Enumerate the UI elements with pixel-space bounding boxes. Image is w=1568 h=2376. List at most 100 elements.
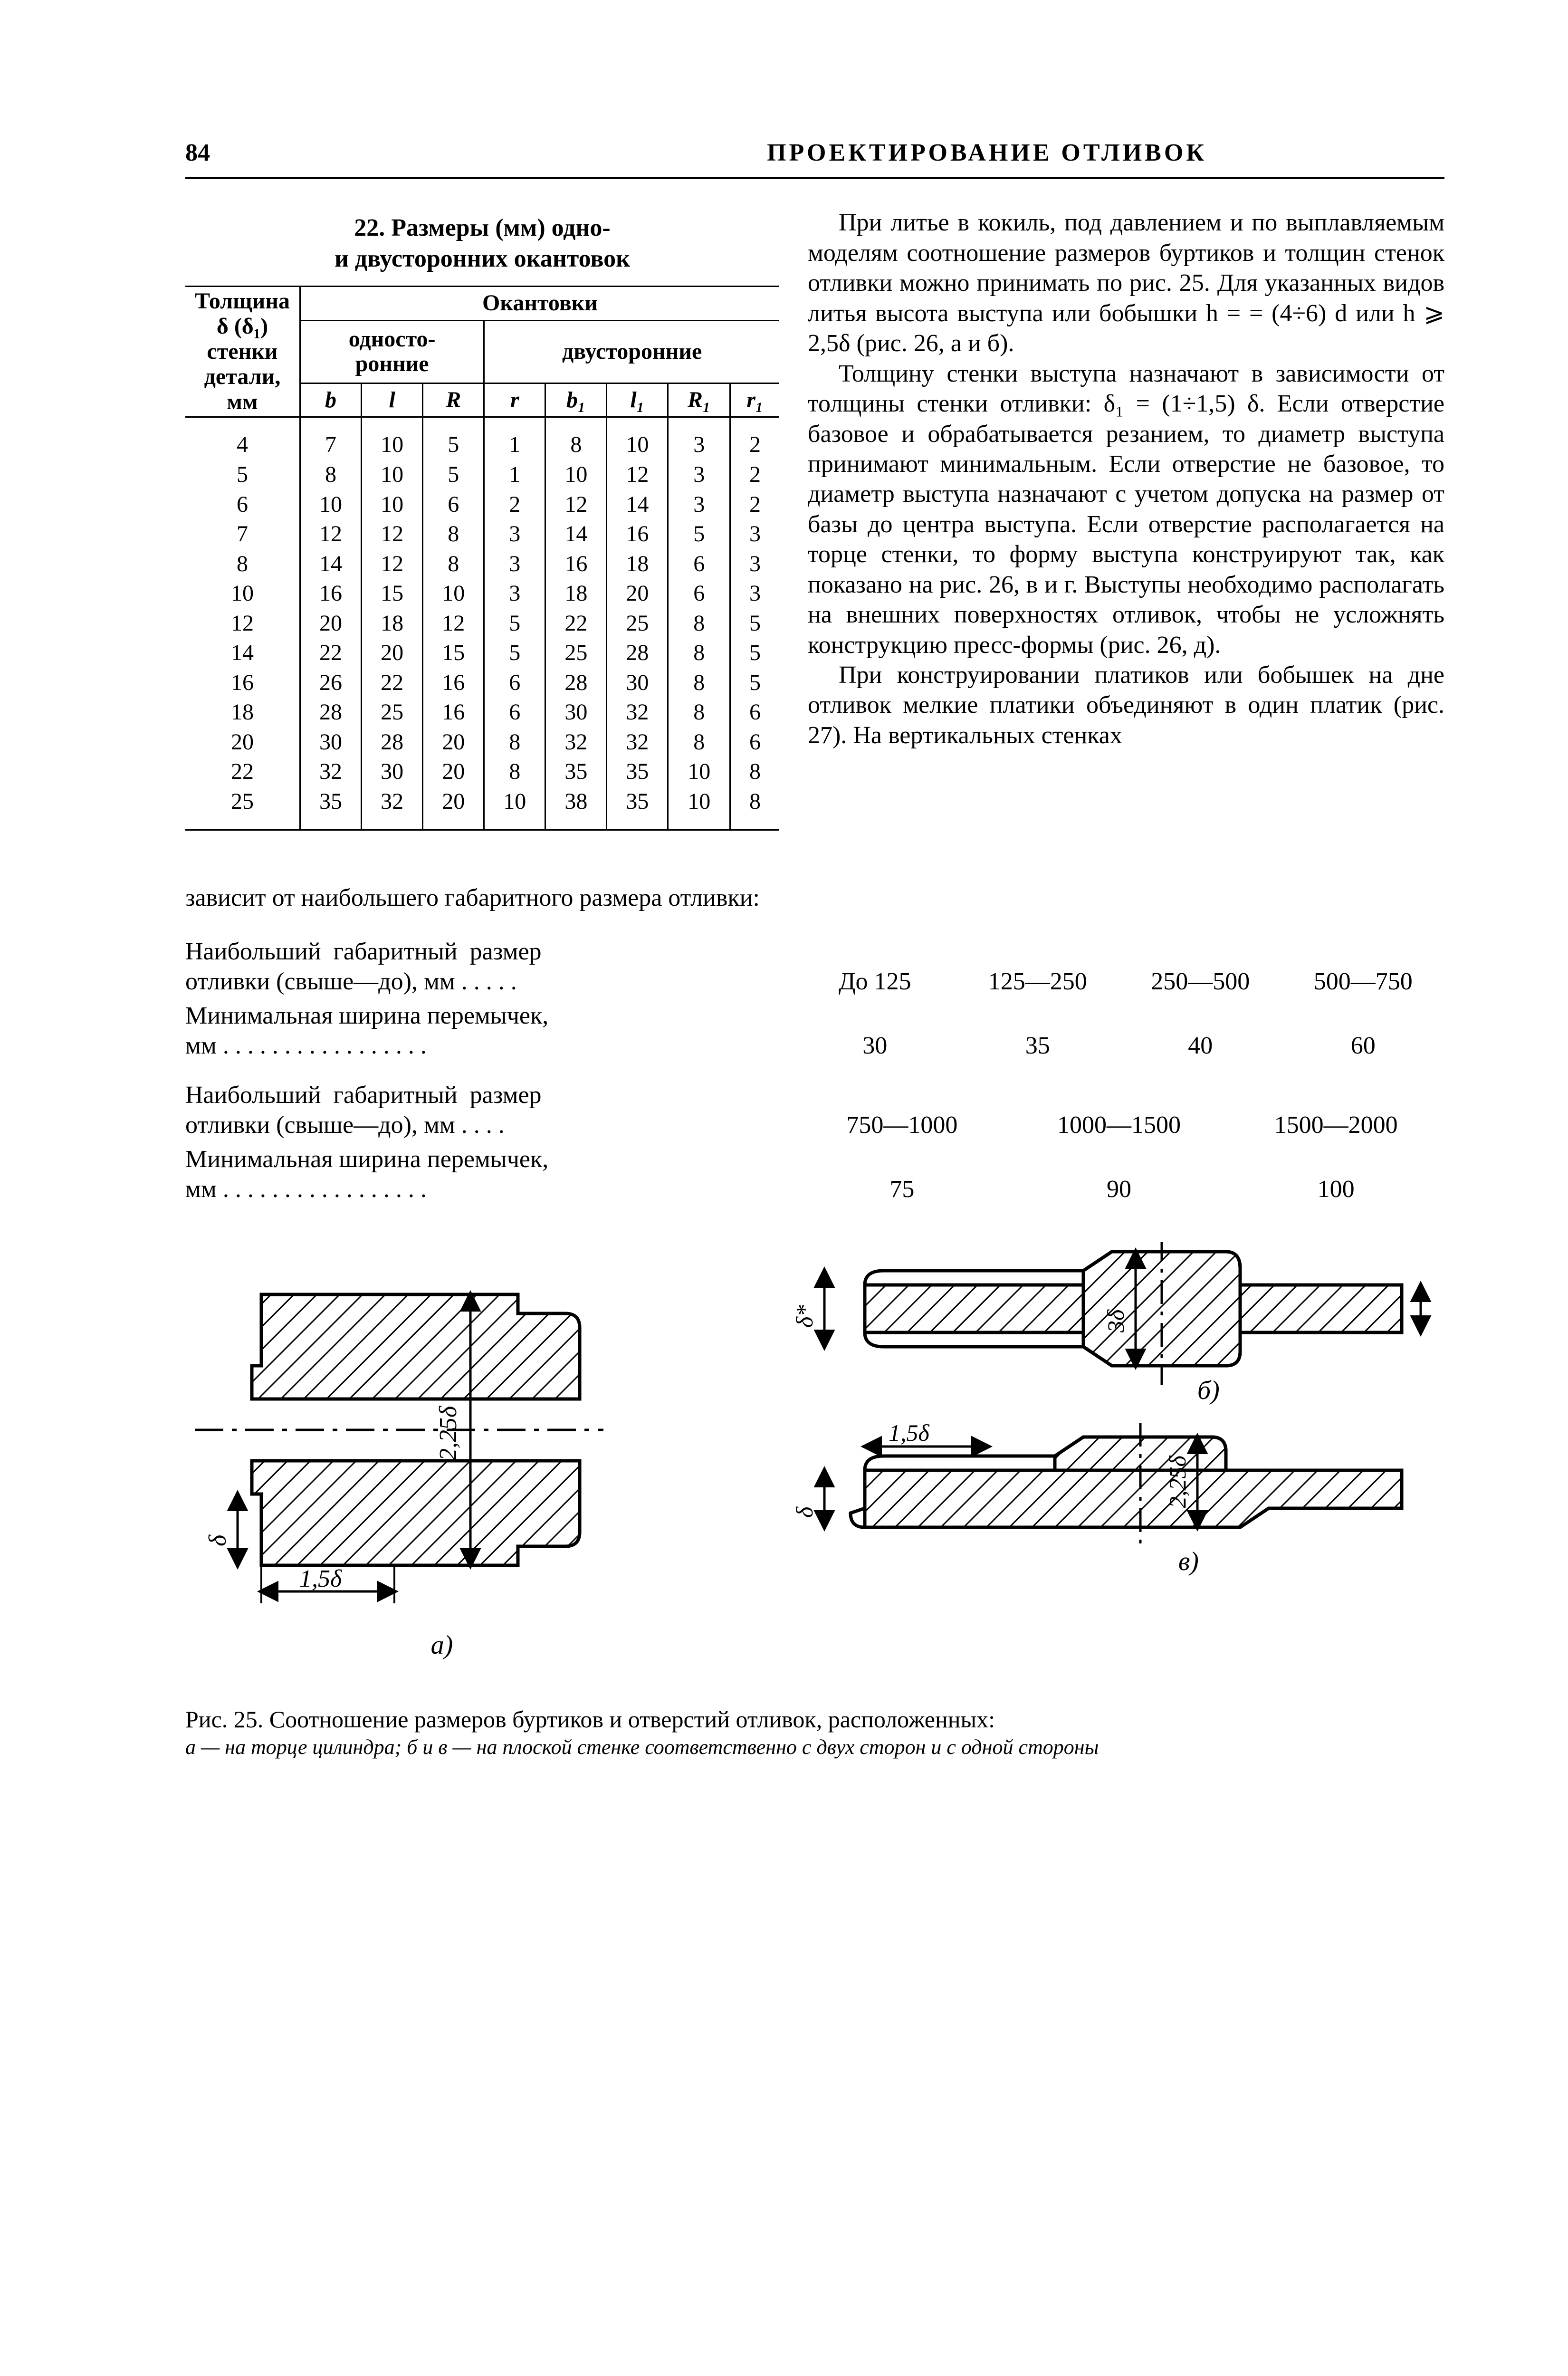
t22-cell-r: 1 (484, 417, 545, 460)
table-row: 2232302083535108 (185, 757, 779, 787)
right-para-3: При конструировании платиков или бобышек… (808, 660, 1444, 750)
table22-caption-line2: и двусторонних окантовок (335, 245, 630, 272)
t22-cell-R: 16 (423, 698, 484, 728)
t22-cell-b: 10 (300, 490, 362, 520)
mid-row3-label: Наибольший габаритный размер отливки (св… (185, 1080, 794, 1140)
t22-cell-l1: 12 (607, 460, 668, 490)
t22-cell-l1: 18 (607, 549, 668, 579)
t22-cell-b: 28 (300, 698, 362, 728)
t22-cell-R1: 8 (668, 728, 730, 757)
t22-cell-b1: 32 (545, 728, 607, 757)
mid-row1-v2: 125—250 (956, 967, 1119, 996)
mid-row4-label: Минимальная ширина перемычек, мм . . . .… (185, 1144, 794, 1205)
t22-cell-R1: 6 (668, 549, 730, 579)
t22-h-l: l (362, 383, 423, 417)
t22-cell-l: 25 (362, 698, 423, 728)
t22-cell-R: 6 (423, 490, 484, 520)
figure-a-svg: 2,25δ δ 1,5δ (185, 1242, 698, 1627)
t22-cell-r1: 3 (730, 579, 779, 609)
t22-cell-b1: 8 (545, 417, 607, 460)
figure-a-label: а) (185, 1629, 698, 1661)
mid-row4-v2: 90 (1011, 1174, 1228, 1204)
fig-a-dim-15d: 1,5δ (299, 1565, 342, 1592)
left-column: 22. Размеры (мм) одно- и двусторонних ок… (185, 208, 779, 913)
t22-cell-r1: 5 (730, 638, 779, 668)
mid-row2-values: 30 35 40 60 (794, 1031, 1444, 1061)
t22-cell-R: 10 (423, 579, 484, 609)
table-row: 6101062121432 (185, 490, 779, 520)
t22-cell-R1: 10 (668, 757, 730, 787)
t22-cell-r: 5 (484, 609, 545, 639)
t22-cell-R: 20 (423, 728, 484, 757)
t22-cell-l1: 35 (607, 757, 668, 787)
t22-h-b: b (300, 383, 362, 417)
mid-row-2: Минимальная ширина перемычек, мм . . . .… (185, 1001, 1444, 1061)
table-row: 581051101232 (185, 460, 779, 490)
t22-cell-l1: 32 (607, 728, 668, 757)
table-row: 203028208323286 (185, 728, 779, 757)
t22-cell-r: 8 (484, 757, 545, 787)
t22-cell-b1: 38 (545, 787, 607, 830)
t22-cell-r: 2 (484, 490, 545, 520)
mid-row-3: Наибольший габаритный размер отливки (св… (185, 1080, 1444, 1140)
t22-cell-r: 5 (484, 638, 545, 668)
fig-bv-dim-3d: 3δ (1102, 1309, 1129, 1333)
table-row: 8141283161863 (185, 549, 779, 579)
t22-cell-R: 5 (423, 417, 484, 460)
figure-v-label: в) (1178, 1547, 1199, 1576)
t22-cell-t: 12 (185, 609, 300, 639)
t22-cell-t: 20 (185, 728, 300, 757)
table-row: 25353220103835108 (185, 787, 779, 830)
t22-cell-b1: 18 (545, 579, 607, 609)
t22-cell-l1: 30 (607, 668, 668, 698)
t22-cell-b: 22 (300, 638, 362, 668)
t22-cell-t: 18 (185, 698, 300, 728)
t22-cell-l: 28 (362, 728, 423, 757)
t22-cell-l1: 25 (607, 609, 668, 639)
t22-cell-l1: 32 (607, 698, 668, 728)
t22-cell-l1: 35 (607, 787, 668, 830)
left-extra-text: зависит от наибольшего габаритного разме… (185, 883, 779, 913)
figures-row: 2,25δ δ 1,5δ а) (185, 1242, 1444, 1661)
page-number: 84 (185, 138, 210, 168)
t22-cell-b1: 14 (545, 519, 607, 549)
t22-cell-l: 12 (362, 549, 423, 579)
t22-h-l1: l₁ (607, 383, 668, 417)
t22-h-oneside: односто- ронние (300, 321, 484, 383)
t22-cell-l: 32 (362, 787, 423, 830)
t22-cell-r: 3 (484, 549, 545, 579)
table-row: 101615103182063 (185, 579, 779, 609)
t22-cell-R1: 3 (668, 417, 730, 460)
t22-h-thickness-l1: Толщина (195, 288, 290, 314)
mid-list-table: Наибольший габаритный размер отливки (св… (185, 937, 1444, 1205)
t22-cell-l: 30 (362, 757, 423, 787)
t22-h-r1: r₁ (730, 383, 779, 417)
t22-h-twoside: двусторонние (484, 321, 779, 383)
mid-row-1: Наибольший габаритный размер отливки (св… (185, 937, 1444, 997)
t22-cell-R1: 3 (668, 460, 730, 490)
mid-row3-values: 750—1000 1000—1500 1500—2000 (794, 1110, 1444, 1140)
t22-cell-R1: 6 (668, 579, 730, 609)
t22-cell-t: 7 (185, 519, 300, 549)
t22-cell-b: 20 (300, 609, 362, 639)
t22-h-thickness-l3: стенки (207, 339, 277, 364)
t22-cell-R: 15 (423, 638, 484, 668)
t22-cell-t: 10 (185, 579, 300, 609)
t22-cell-l1: 10 (607, 417, 668, 460)
t22-cell-r1: 8 (730, 757, 779, 787)
t22-cell-b1: 16 (545, 549, 607, 579)
two-column-area: 22. Размеры (мм) одно- и двусторонних ок… (185, 208, 1444, 913)
page-title: ПРОЕКТИРОВАНИЕ ОТЛИВОК (767, 138, 1207, 168)
figure-25-caption: Рис. 25. Соотношение размеров буртиков и… (185, 1705, 1444, 1761)
t22-cell-l: 18 (362, 609, 423, 639)
t22-bottom-rule (185, 830, 779, 831)
t22-cell-r: 6 (484, 698, 545, 728)
mid-row1-values: До 125 125—250 250—500 500—750 (794, 967, 1444, 996)
figure-25-caption-main: Рис. 25. Соотношение размеров буртиков и… (185, 1705, 1444, 1734)
t22-h-R: R (423, 383, 484, 417)
right-para-1: При литье в кокиль, под давлением и по в… (808, 208, 1444, 358)
t22-cell-b1: 28 (545, 668, 607, 698)
t22-cell-t: 14 (185, 638, 300, 668)
t22-cell-r1: 5 (730, 668, 779, 698)
fig-bv-dim-225d: 2,25δ (1164, 1456, 1191, 1509)
